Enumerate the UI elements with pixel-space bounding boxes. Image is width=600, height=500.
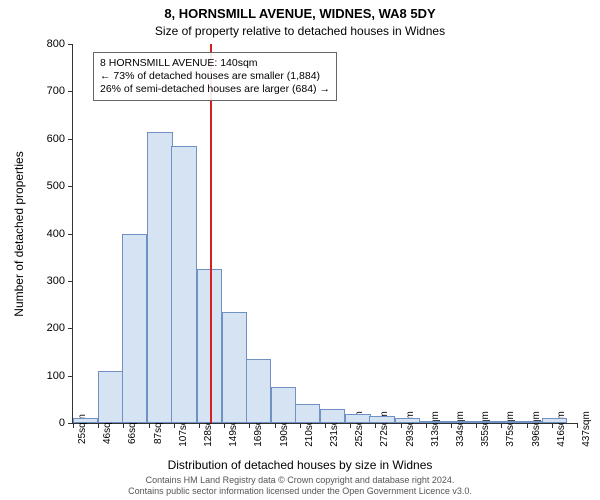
xtick-line <box>275 423 276 428</box>
ytick-line <box>68 234 73 235</box>
histogram-bar <box>171 146 196 423</box>
xtick-line <box>577 423 578 428</box>
xtick-line <box>552 423 553 428</box>
xtick-label: 396sqm <box>531 411 542 447</box>
attribution-line1: Contains HM Land Registry data © Crown c… <box>146 475 455 485</box>
ytick-line <box>68 328 73 329</box>
attribution-line2: Contains public sector information licen… <box>128 486 472 496</box>
histogram-bar <box>419 421 444 423</box>
annotation-box: 8 HORNSMILL AVENUE: 140sqm← 73% of detac… <box>93 52 337 101</box>
histogram-bar <box>73 418 98 423</box>
histogram-bar <box>469 421 494 423</box>
histogram-bar <box>542 418 567 423</box>
histogram-bar <box>444 421 469 423</box>
histogram-bar <box>222 312 247 423</box>
ytick-label: 100 <box>47 370 65 382</box>
xtick-line <box>476 423 477 428</box>
xtick-label: 437sqm <box>581 411 592 447</box>
xtick-label: 293sqm <box>405 411 416 447</box>
annotation-line1: 8 HORNSMILL AVENUE: 140sqm <box>100 57 330 70</box>
xtick-line <box>149 423 150 428</box>
xtick-line <box>527 423 528 428</box>
ytick-line <box>68 376 73 377</box>
histogram-bar <box>122 234 147 424</box>
xtick-line <box>300 423 301 428</box>
ytick-line <box>68 281 73 282</box>
xtick-line <box>73 423 74 428</box>
xtick-line <box>199 423 200 428</box>
xtick-line <box>350 423 351 428</box>
ytick-label: 800 <box>47 38 65 50</box>
x-axis-label: Distribution of detached houses by size … <box>0 458 600 472</box>
plot-area: 010020030040050060070080025sqm46sqm66sqm… <box>72 44 577 424</box>
histogram-bar <box>518 421 543 423</box>
xtick-line <box>401 423 402 428</box>
histogram-bar <box>395 418 420 423</box>
histogram-bar <box>369 416 394 423</box>
title-main: 8, HORNSMILL AVENUE, WIDNES, WA8 5DY <box>0 6 600 21</box>
chart-container: 8, HORNSMILL AVENUE, WIDNES, WA8 5DY Siz… <box>0 0 600 500</box>
histogram-bar <box>295 404 320 423</box>
xtick-line <box>174 423 175 428</box>
ytick-label: 600 <box>47 133 65 145</box>
xtick-label: 313sqm <box>430 411 441 447</box>
xtick-line <box>426 423 427 428</box>
y-axis-label: Number of detached properties <box>12 44 26 424</box>
xtick-label: 355sqm <box>480 411 491 447</box>
xtick-label: 416sqm <box>556 411 567 447</box>
xtick-label: 334sqm <box>455 411 466 447</box>
histogram-bar <box>246 359 271 423</box>
xtick-line <box>451 423 452 428</box>
attribution: Contains HM Land Registry data © Crown c… <box>0 475 600 496</box>
xtick-line <box>224 423 225 428</box>
histogram-bar <box>345 414 370 423</box>
xtick-label: 375sqm <box>505 411 516 447</box>
ytick-line <box>68 186 73 187</box>
annotation-line2: ← 73% of detached houses are smaller (1,… <box>100 70 330 83</box>
ytick-label: 200 <box>47 322 65 334</box>
ytick-line <box>68 139 73 140</box>
xtick-line <box>501 423 502 428</box>
xtick-line <box>375 423 376 428</box>
histogram-bar <box>493 421 518 423</box>
ytick-label: 500 <box>47 180 65 192</box>
ytick-line <box>68 91 73 92</box>
ytick-label: 700 <box>47 85 65 97</box>
histogram-bar <box>147 132 172 423</box>
ytick-label: 400 <box>47 228 65 240</box>
xtick-line <box>325 423 326 428</box>
ytick-label: 0 <box>59 417 65 429</box>
ytick-line <box>68 44 73 45</box>
histogram-bar <box>98 371 123 423</box>
histogram-bar <box>271 387 296 423</box>
xtick-line <box>98 423 99 428</box>
annotation-line3: 26% of semi-detached houses are larger (… <box>100 83 330 96</box>
ytick-label: 300 <box>47 275 65 287</box>
xtick-line <box>123 423 124 428</box>
title-sub: Size of property relative to detached ho… <box>0 24 600 38</box>
xtick-line <box>249 423 250 428</box>
histogram-bar <box>320 409 345 423</box>
